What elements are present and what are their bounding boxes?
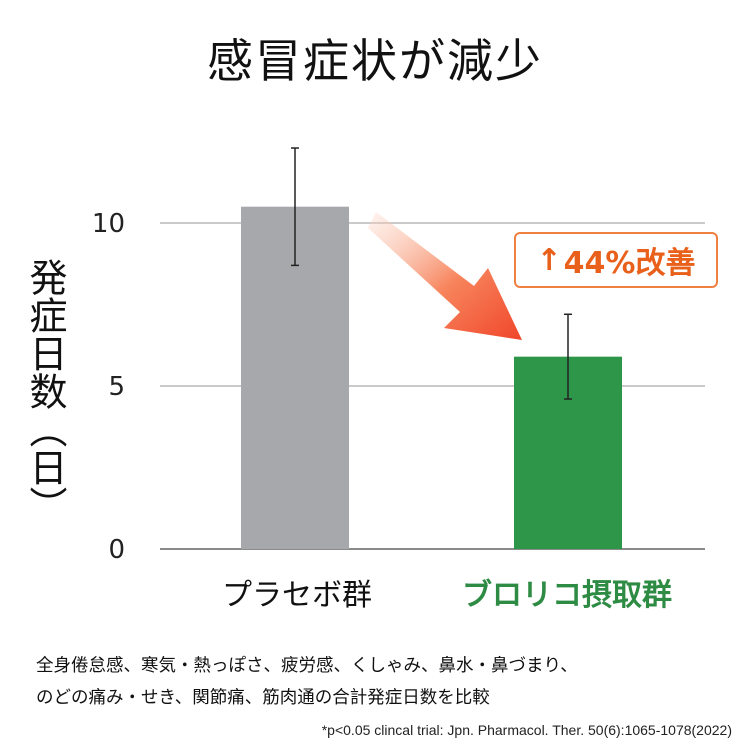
improvement-text: 44%改善 bbox=[563, 246, 696, 281]
footnote-line-2: のどの痛み・せき、関節痛、筋肉通の合計発症日数を比較 bbox=[36, 688, 490, 708]
citation: *p<0.05 clincal trial: Jpn. Pharmacol. T… bbox=[321, 722, 732, 738]
error-bars bbox=[291, 147, 572, 400]
up-arrow-icon: ↑ bbox=[536, 242, 562, 278]
y-axis-label: 発症日数（日） bbox=[23, 258, 67, 524]
footnote-line-1: 全身倦怠感、寒気・熱っぽさ、疲労感、くしゃみ、鼻水・鼻づまり、 bbox=[36, 656, 578, 676]
y-tick-label: 0 bbox=[108, 535, 125, 565]
improvement-callout: ↑ 44%改善 bbox=[514, 232, 718, 288]
category-label-placebo: プラセボ群 bbox=[222, 578, 372, 613]
y-tick-labels: 0 5 10 bbox=[92, 209, 125, 565]
footnote: 全身倦怠感、寒気・熱っぽさ、疲労感、くしゃみ、鼻水・鼻づまり、 のどの痛み・せき… bbox=[36, 650, 726, 714]
chart-title: 感冒症状が減少 bbox=[207, 34, 543, 88]
category-label-broccoli: ブロリコ摂取群 bbox=[462, 578, 672, 613]
improvement-arrow-icon bbox=[368, 212, 522, 340]
y-tick-label: 5 bbox=[108, 372, 125, 402]
y-tick-label: 10 bbox=[92, 209, 125, 239]
